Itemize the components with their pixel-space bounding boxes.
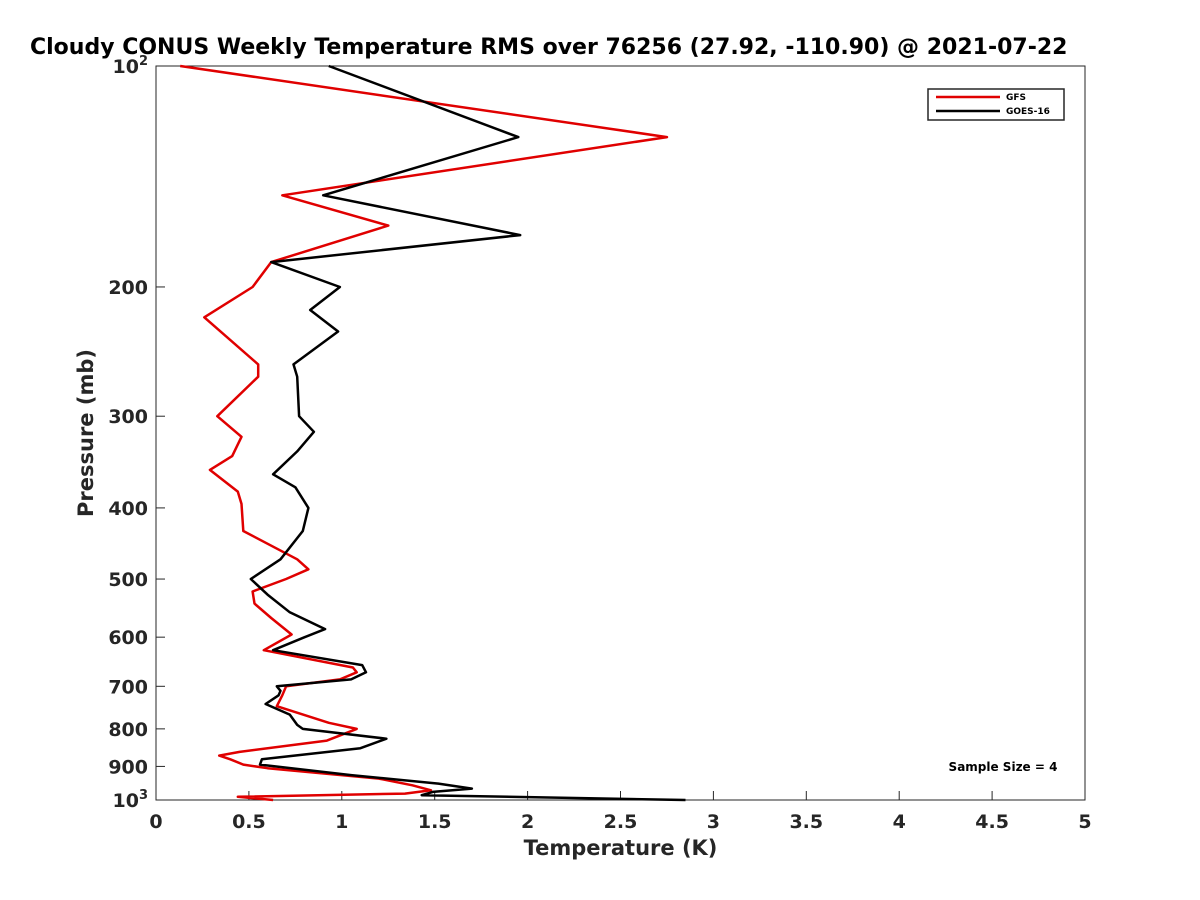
x-tick-label: 2.5 (604, 811, 638, 833)
y-tick-label: 200 (108, 277, 148, 299)
x-tick-label: 3.5 (789, 811, 823, 833)
y-tick-label: 700 (108, 676, 148, 698)
x-tick-label: 2 (521, 811, 534, 833)
x-tick-label: 0 (149, 811, 162, 833)
y-tick-label: 900 (108, 756, 148, 778)
y-axis-label: Pressure (mb) (74, 349, 98, 517)
x-tick-label: 0.5 (232, 811, 266, 833)
y-tick-label: 600 (108, 627, 148, 649)
x-axis-ticks: 0 0.5 1 1.5 2 2.5 3 3.5 4 4.5 5 (149, 791, 1092, 833)
legend-label: GOES-16 (1006, 107, 1050, 117)
x-tick-label: 4 (893, 811, 906, 833)
y-tick-label: 400 (108, 498, 148, 520)
x-tick-label: 4.5 (975, 811, 1009, 833)
x-tick-label: 3 (707, 811, 720, 833)
y-tick-label: 102 (113, 54, 149, 78)
x-tick-label: 1 (335, 811, 348, 833)
series-line-gfs (180, 64, 669, 802)
y-tick-label: 103 (113, 788, 149, 812)
legend-label: GFS (1006, 93, 1026, 103)
y-tick-label: 500 (108, 569, 148, 591)
legend: GFS GOES-16 (927, 88, 1065, 121)
x-tick-label: 5 (1078, 811, 1091, 833)
y-axis-ticks: 102 200 300 400 500 600 700 800 900 103 (108, 54, 165, 812)
series-line-goes-16 (249, 64, 686, 802)
legend-box (927, 88, 1065, 121)
sample-size-annotation: Sample Size = 4 (949, 760, 1058, 774)
x-tick-label: 1.5 (418, 811, 452, 833)
y-tick-label: 300 (108, 406, 148, 428)
x-axis-label: Temperature (K) (524, 836, 718, 860)
series-lines (180, 64, 686, 802)
chart-title: Cloudy CONUS Weekly Temperature RMS over… (30, 35, 1067, 60)
plot-area-frame (155, 65, 1086, 801)
y-tick-label: 800 (108, 719, 148, 741)
